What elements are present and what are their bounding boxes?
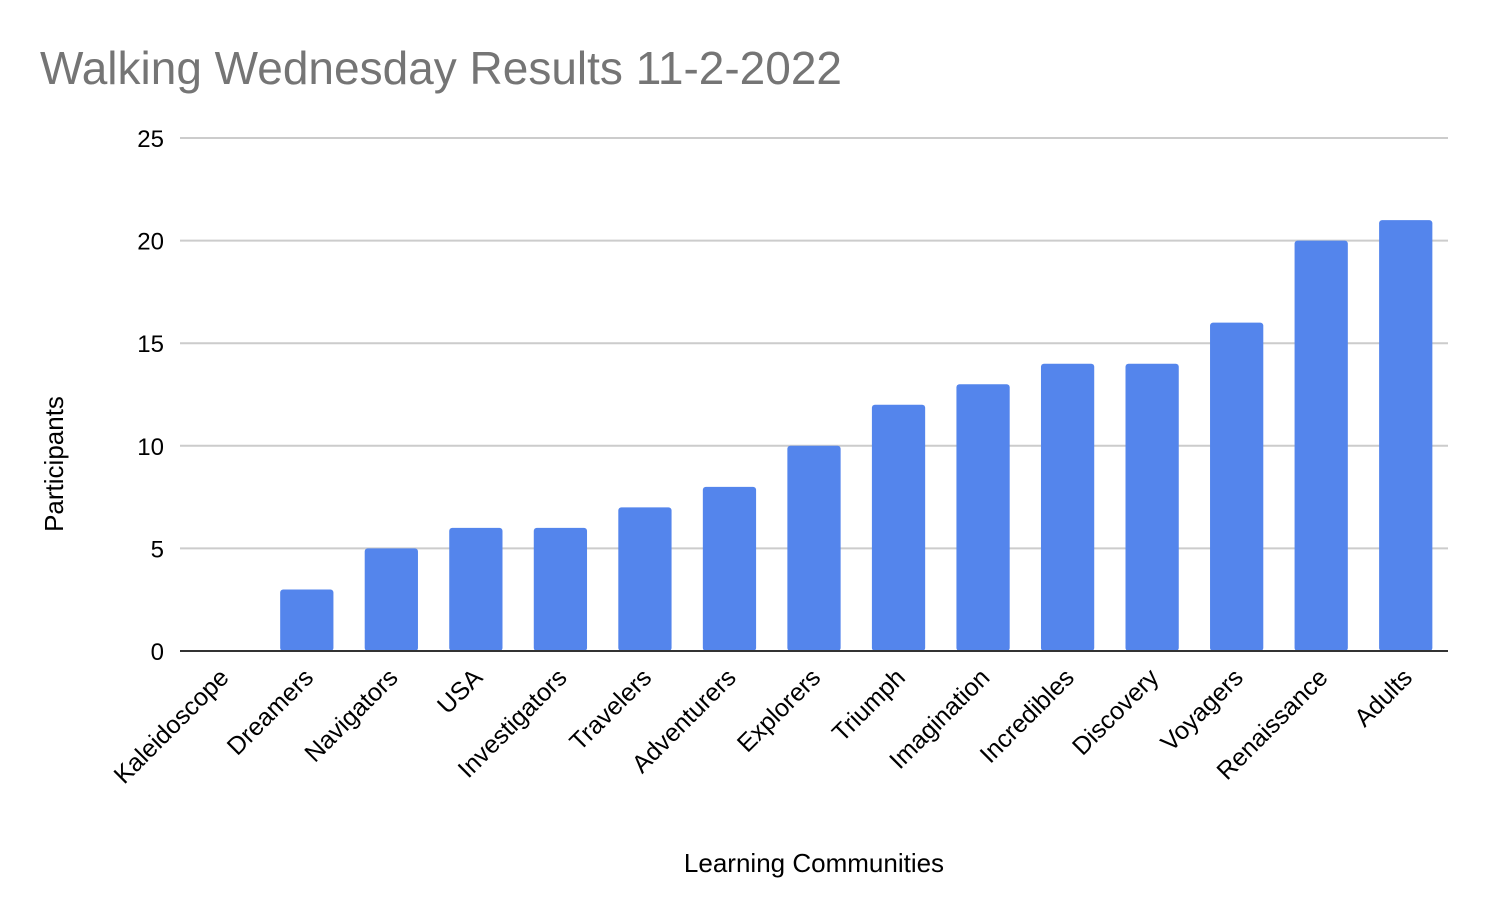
bars bbox=[280, 220, 1433, 651]
bar-adults bbox=[1379, 220, 1433, 651]
x-category-label: Navigators bbox=[299, 663, 403, 767]
bar-dreamers bbox=[280, 589, 334, 651]
x-axis-label: Learning Communities bbox=[684, 848, 944, 878]
bar-discovery bbox=[1125, 363, 1179, 651]
bar-explorers bbox=[787, 445, 841, 651]
bar-incredibles bbox=[1040, 363, 1095, 651]
x-category-label: Kaleidoscope bbox=[109, 663, 235, 789]
y-axis-label: Participants bbox=[39, 396, 69, 532]
x-category-label: Adults bbox=[1349, 663, 1418, 732]
bar-renaissance bbox=[1294, 240, 1348, 651]
x-category-label: USA bbox=[432, 663, 488, 719]
y-tick-label: 0 bbox=[151, 639, 164, 666]
bar-imagination bbox=[956, 384, 1010, 651]
x-category-label: Triumph bbox=[827, 663, 911, 747]
bar-adventurers bbox=[702, 486, 757, 651]
y-tick-label: 5 bbox=[151, 536, 164, 563]
y-tick-label: 25 bbox=[137, 126, 164, 153]
y-tick-label: 15 bbox=[137, 331, 164, 358]
bar-travelers bbox=[618, 507, 672, 651]
x-category-label: Discovery bbox=[1067, 663, 1165, 761]
chart-title: Walking Wednesday Results 11-2-2022 bbox=[40, 42, 842, 94]
bar-navigators bbox=[364, 548, 418, 651]
bar-investigators bbox=[533, 527, 588, 651]
bar-triumph bbox=[871, 404, 926, 651]
y-tick-label: 10 bbox=[137, 434, 164, 461]
bar-usa bbox=[449, 527, 503, 651]
y-tick-label: 20 bbox=[137, 229, 164, 256]
x-category-label: Explorers bbox=[732, 663, 826, 757]
y-tick-labels: 0 5 10 15 20 25 bbox=[137, 126, 164, 666]
bar-voyagers bbox=[1210, 322, 1264, 651]
